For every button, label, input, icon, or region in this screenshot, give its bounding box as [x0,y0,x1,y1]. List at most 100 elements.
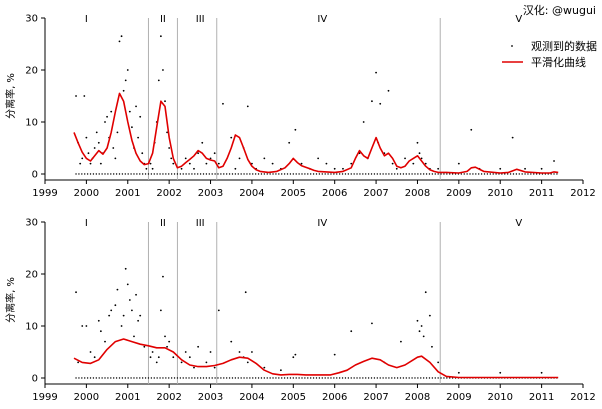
data-point [371,322,373,325]
data-point [365,173,367,175]
data-point [367,377,370,379]
data-point [294,128,297,131]
data-point [309,377,312,379]
data-point [133,335,135,338]
data-point [93,356,96,359]
data-point [333,173,335,175]
data-point [263,366,266,369]
legend-points-label: 观测到的数据 [531,39,597,53]
data-point [240,173,242,175]
data-point [391,162,394,165]
data-point [470,128,473,131]
x-tick-label: 1999 [32,392,57,403]
x-tick-label: 2005 [281,188,306,199]
data-point [515,173,518,175]
data-point [205,377,208,379]
data-point [89,377,92,379]
data-point [475,173,477,175]
data-point [540,167,543,170]
data-point [336,377,338,379]
data-point [126,283,129,286]
data-point [373,173,376,175]
data-point [524,173,526,175]
x-tick-label: 2010 [488,392,513,403]
data-point [172,162,175,165]
x-tick-label: 2012 [570,188,595,199]
period-label: II [160,218,166,229]
data-point [197,152,200,155]
data-point [81,377,83,379]
data-point [209,157,212,160]
data-point [422,377,425,379]
data-point [396,173,399,175]
data-point [208,377,210,379]
data-point [451,173,454,175]
data-point [179,173,182,175]
data-point [162,377,164,379]
data-point [304,377,306,379]
data-point [437,167,440,170]
data-point [307,377,309,379]
period-label: I [85,14,88,25]
data-point [188,162,191,165]
data-point [288,141,291,144]
data-point [286,173,289,175]
data-point [237,377,239,379]
top-panel: 0 10 20 30 1999 2000 2001 2002 2003 2004 2005 2006 2… [4,14,596,200]
data-point [75,173,77,175]
data-point [424,162,427,165]
legend-points-marker [511,45,513,47]
data-point [395,167,398,170]
data-point [143,345,146,348]
data-point [234,167,237,170]
data-point [399,173,402,175]
y-tick-label: 30 [25,218,38,229]
data-point [246,105,249,108]
x-tick-label: 2008 [405,392,430,403]
data-point [225,173,228,175]
data-point [194,173,196,175]
data-point [506,173,509,175]
data-point [115,377,118,379]
data-point [168,377,170,379]
x-tick-label: 2011 [529,392,554,403]
data-point [151,167,154,170]
data-point [463,173,465,175]
data-point [350,330,353,333]
legend-line-label: 平滑化曲线 [531,55,586,69]
data-point [165,377,167,379]
data-point [81,325,84,327]
data-point [135,105,137,108]
y-tick-label: 30 [25,14,38,25]
data-point [257,377,260,379]
data-point [356,173,358,175]
data-point [428,314,431,317]
period-label: IV [317,218,327,229]
data-point [295,377,297,379]
data-point [184,157,187,160]
data-point [404,157,406,160]
data-point [321,377,323,379]
data-point [379,173,381,175]
data-point [347,377,350,379]
data-point [208,173,210,175]
data-point [336,173,338,175]
data-point [437,377,439,379]
data-point [289,173,292,175]
data-point [107,173,109,175]
data-point [243,377,245,379]
data-point [110,309,113,312]
data-point [283,173,286,175]
data-point [127,173,129,175]
data-point [422,335,425,338]
data-point [151,351,154,353]
data-point [217,309,220,312]
data-point [405,173,407,175]
data-point [114,157,117,160]
data-point [279,369,282,372]
data-point [325,162,328,165]
data-point [408,377,410,379]
legend: 观测到的数据 平滑化曲线 [502,39,597,69]
data-point [527,173,529,175]
data-point [411,377,413,379]
